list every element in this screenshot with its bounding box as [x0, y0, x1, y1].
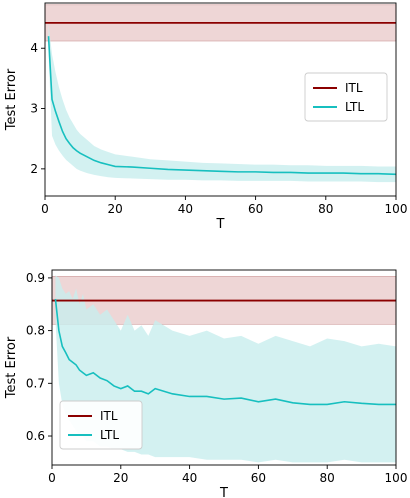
- c1-y-tick-label: 0.7: [26, 376, 45, 390]
- c0-y-tick-label: 2: [30, 162, 38, 176]
- c1-x-tick-label: 40: [182, 471, 197, 485]
- c0-legend-label-ltl: LTL: [345, 100, 364, 114]
- c0-axes-frame: [44, 2, 397, 197]
- c1-legend-box: [59, 400, 143, 450]
- c0-y-tick-label: 3: [30, 102, 38, 116]
- c0-ltl-band: [48, 24, 396, 183]
- c1-y-axis-label: Test Error: [4, 336, 19, 399]
- c1-y-tick-label: 0.8: [26, 324, 45, 338]
- c0-x-tick-label: 40: [178, 202, 193, 216]
- c0-x-tick-label: 0: [41, 202, 49, 216]
- c0-x-tick-label: 80: [318, 202, 333, 216]
- c0-x-axis-label: T: [216, 217, 225, 232]
- c0-legend: ITL LTL: [304, 72, 388, 122]
- c1-x-tick-label: 60: [251, 471, 266, 485]
- chart-bottom: 0 20 40 60 80 100 0.6 0.7 0.8 0.9 T Test Error ITL LT…: [4, 269, 408, 498]
- c0-y-axis-label: Test Error: [4, 68, 19, 131]
- c0-y-tick-label: 4: [30, 41, 38, 55]
- c0-x-tick-label: 100: [385, 202, 408, 216]
- c1-legend: ITL LTL: [59, 400, 143, 450]
- chart-top: 0 20 40 60 80 100 2 3 4 T Test Error ITL LTL: [4, 2, 408, 232]
- c1-legend-label-ltl: LTL: [100, 428, 119, 442]
- c0-legend-label-itl: ITL: [345, 81, 363, 95]
- c1-y-tick-label: 0.9: [26, 271, 45, 285]
- c0-ltl-line: [47, 36, 397, 176]
- c1-x-axis-label: T: [219, 486, 228, 498]
- c1-ltl-line: [54, 298, 396, 406]
- c0-x-tick-label: 20: [108, 202, 123, 216]
- c1-x-tick-label: 80: [320, 471, 335, 485]
- c0-legend-box: [304, 72, 388, 122]
- c1-x-tick-label: 100: [385, 471, 408, 485]
- c1-x-tick-label: 0: [48, 471, 56, 485]
- c1-legend-label-itl: ITL: [100, 409, 118, 423]
- c1-y-tick-label: 0.6: [26, 429, 45, 443]
- c0-x-tick-label: 60: [248, 202, 263, 216]
- c1-axes-frame: [51, 269, 397, 466]
- c1-x-tick-label: 20: [113, 471, 128, 485]
